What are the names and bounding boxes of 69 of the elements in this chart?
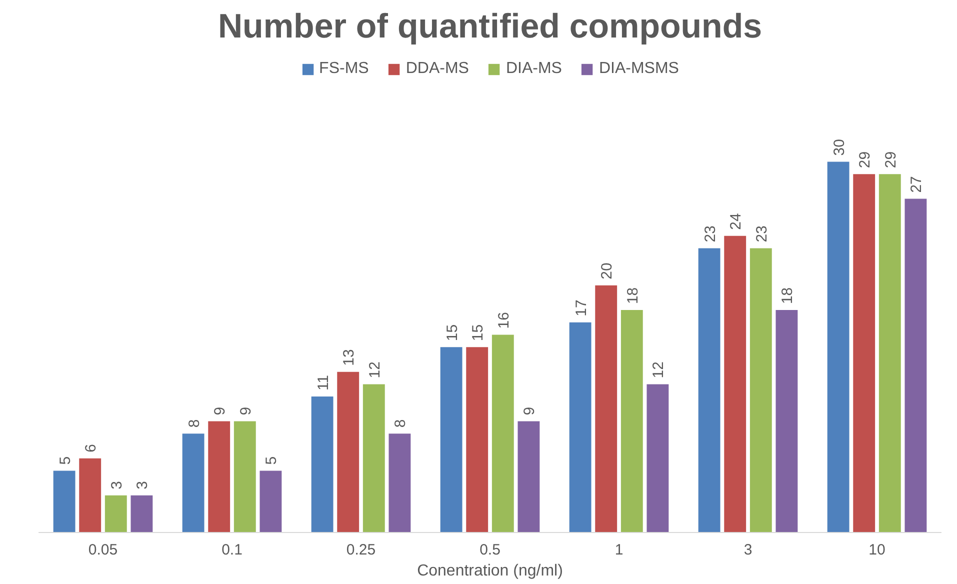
data-label: 17 (572, 300, 590, 316)
data-label: 15 (470, 324, 487, 342)
data-label: 8 (392, 419, 410, 428)
x-tick-label: 10 (868, 542, 886, 558)
data-label: 30 (830, 139, 848, 156)
x-tick-label: 3 (744, 542, 752, 558)
bar (827, 162, 850, 532)
data-label: 29 (882, 151, 900, 168)
data-label: 3 (108, 481, 126, 490)
bar (620, 310, 643, 532)
bar (362, 384, 385, 532)
data-label: 5 (56, 456, 74, 465)
bar (234, 421, 256, 532)
bar (388, 434, 411, 532)
x-tick-label: 0.25 (346, 542, 376, 558)
legend-label: DDA-MS (406, 60, 469, 78)
data-label: 9 (237, 406, 254, 416)
bar (518, 421, 540, 532)
x-tick-label: 0.05 (88, 542, 118, 558)
data-label: 29 (856, 151, 874, 168)
data-label: 9 (521, 406, 538, 416)
bar (260, 470, 282, 532)
x-axis-title: Conentration (ng/ml) (417, 562, 563, 580)
data-label: 12 (650, 362, 668, 378)
legend-label: DIA-MS (506, 60, 562, 78)
data-label: 6 (82, 444, 100, 452)
bar (440, 347, 462, 532)
data-label: 23 (702, 226, 719, 242)
bar (853, 174, 876, 532)
bar (698, 248, 720, 532)
legend-label: DIA-MSMS (598, 60, 679, 78)
data-label: 18 (779, 287, 796, 304)
bar (878, 174, 901, 532)
bar (776, 310, 798, 532)
data-label: 12 (366, 362, 384, 378)
bar (208, 421, 230, 532)
data-label: 16 (495, 312, 512, 329)
x-tick-label: 0.1 (222, 542, 242, 558)
data-label: 15 (444, 324, 461, 342)
bar (492, 334, 514, 532)
data-label: 11 (314, 374, 332, 391)
chart-title: Number of quantified compounds (218, 8, 762, 46)
bar (750, 248, 772, 532)
data-label: 24 (728, 213, 745, 230)
data-label: 20 (598, 262, 616, 280)
legend-label: FS-MS (319, 60, 369, 78)
bar (311, 396, 334, 532)
data-label: 5 (263, 456, 280, 465)
data-label: 27 (908, 176, 926, 193)
data-label: 9 (212, 406, 229, 416)
bar (182, 434, 204, 532)
bar (904, 198, 927, 532)
bar (595, 285, 618, 532)
bar (724, 236, 746, 532)
bar (104, 495, 127, 532)
data-label: 3 (134, 481, 152, 490)
data-label: 23 (753, 226, 770, 242)
bar (466, 347, 488, 532)
data-label: 18 (624, 287, 642, 304)
bar (79, 458, 102, 532)
x-tick-label: 1 (614, 542, 624, 558)
bar (130, 495, 153, 532)
data-label: 8 (186, 419, 203, 428)
bar (569, 322, 592, 532)
bar (646, 384, 669, 532)
bar (53, 470, 76, 532)
bar (337, 372, 360, 532)
data-label: 13 (340, 349, 358, 366)
x-tick-label: 0.5 (480, 542, 500, 558)
